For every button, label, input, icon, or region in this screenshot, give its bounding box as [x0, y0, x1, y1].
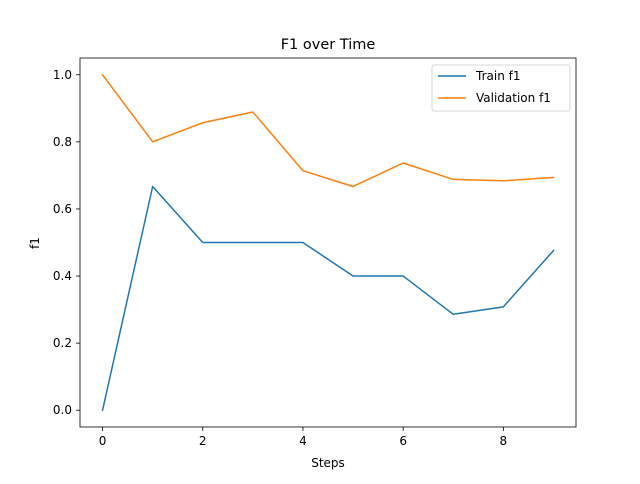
- y-axis-label: f1: [28, 237, 42, 249]
- x-tick-label: 6: [399, 434, 407, 448]
- y-tick-label: 1.0: [53, 68, 72, 82]
- y-tick-label: 0.8: [53, 135, 72, 149]
- y-tick-label: 0.2: [53, 336, 72, 350]
- y-tick-label: 0.6: [53, 202, 72, 216]
- axes-frame: [79, 57, 577, 428]
- legend: Train f1 Validation f1: [431, 64, 571, 112]
- x-tick-label: 0: [99, 434, 107, 448]
- legend-label-2: Validation f1: [476, 91, 551, 105]
- axes: 0 2 4 6 8 0.0 0.2 0.4 0.6 0.8 1.0: [53, 57, 577, 448]
- legend-box: [431, 64, 571, 112]
- plot-area: [101, 73, 555, 412]
- chart-title: F1 over Time: [281, 37, 376, 53]
- legend-label-1: Train f1: [475, 69, 520, 83]
- series-line-2: [101, 73, 555, 188]
- x-tick-label: 4: [299, 434, 307, 448]
- series-line-1: [101, 185, 555, 412]
- y-tick-label: 0.4: [53, 269, 72, 283]
- y-tick-label: 0.0: [53, 403, 72, 417]
- x-axis-label: Steps: [311, 456, 345, 470]
- x-tick-label: 2: [199, 434, 207, 448]
- x-tick-label: 8: [500, 434, 508, 448]
